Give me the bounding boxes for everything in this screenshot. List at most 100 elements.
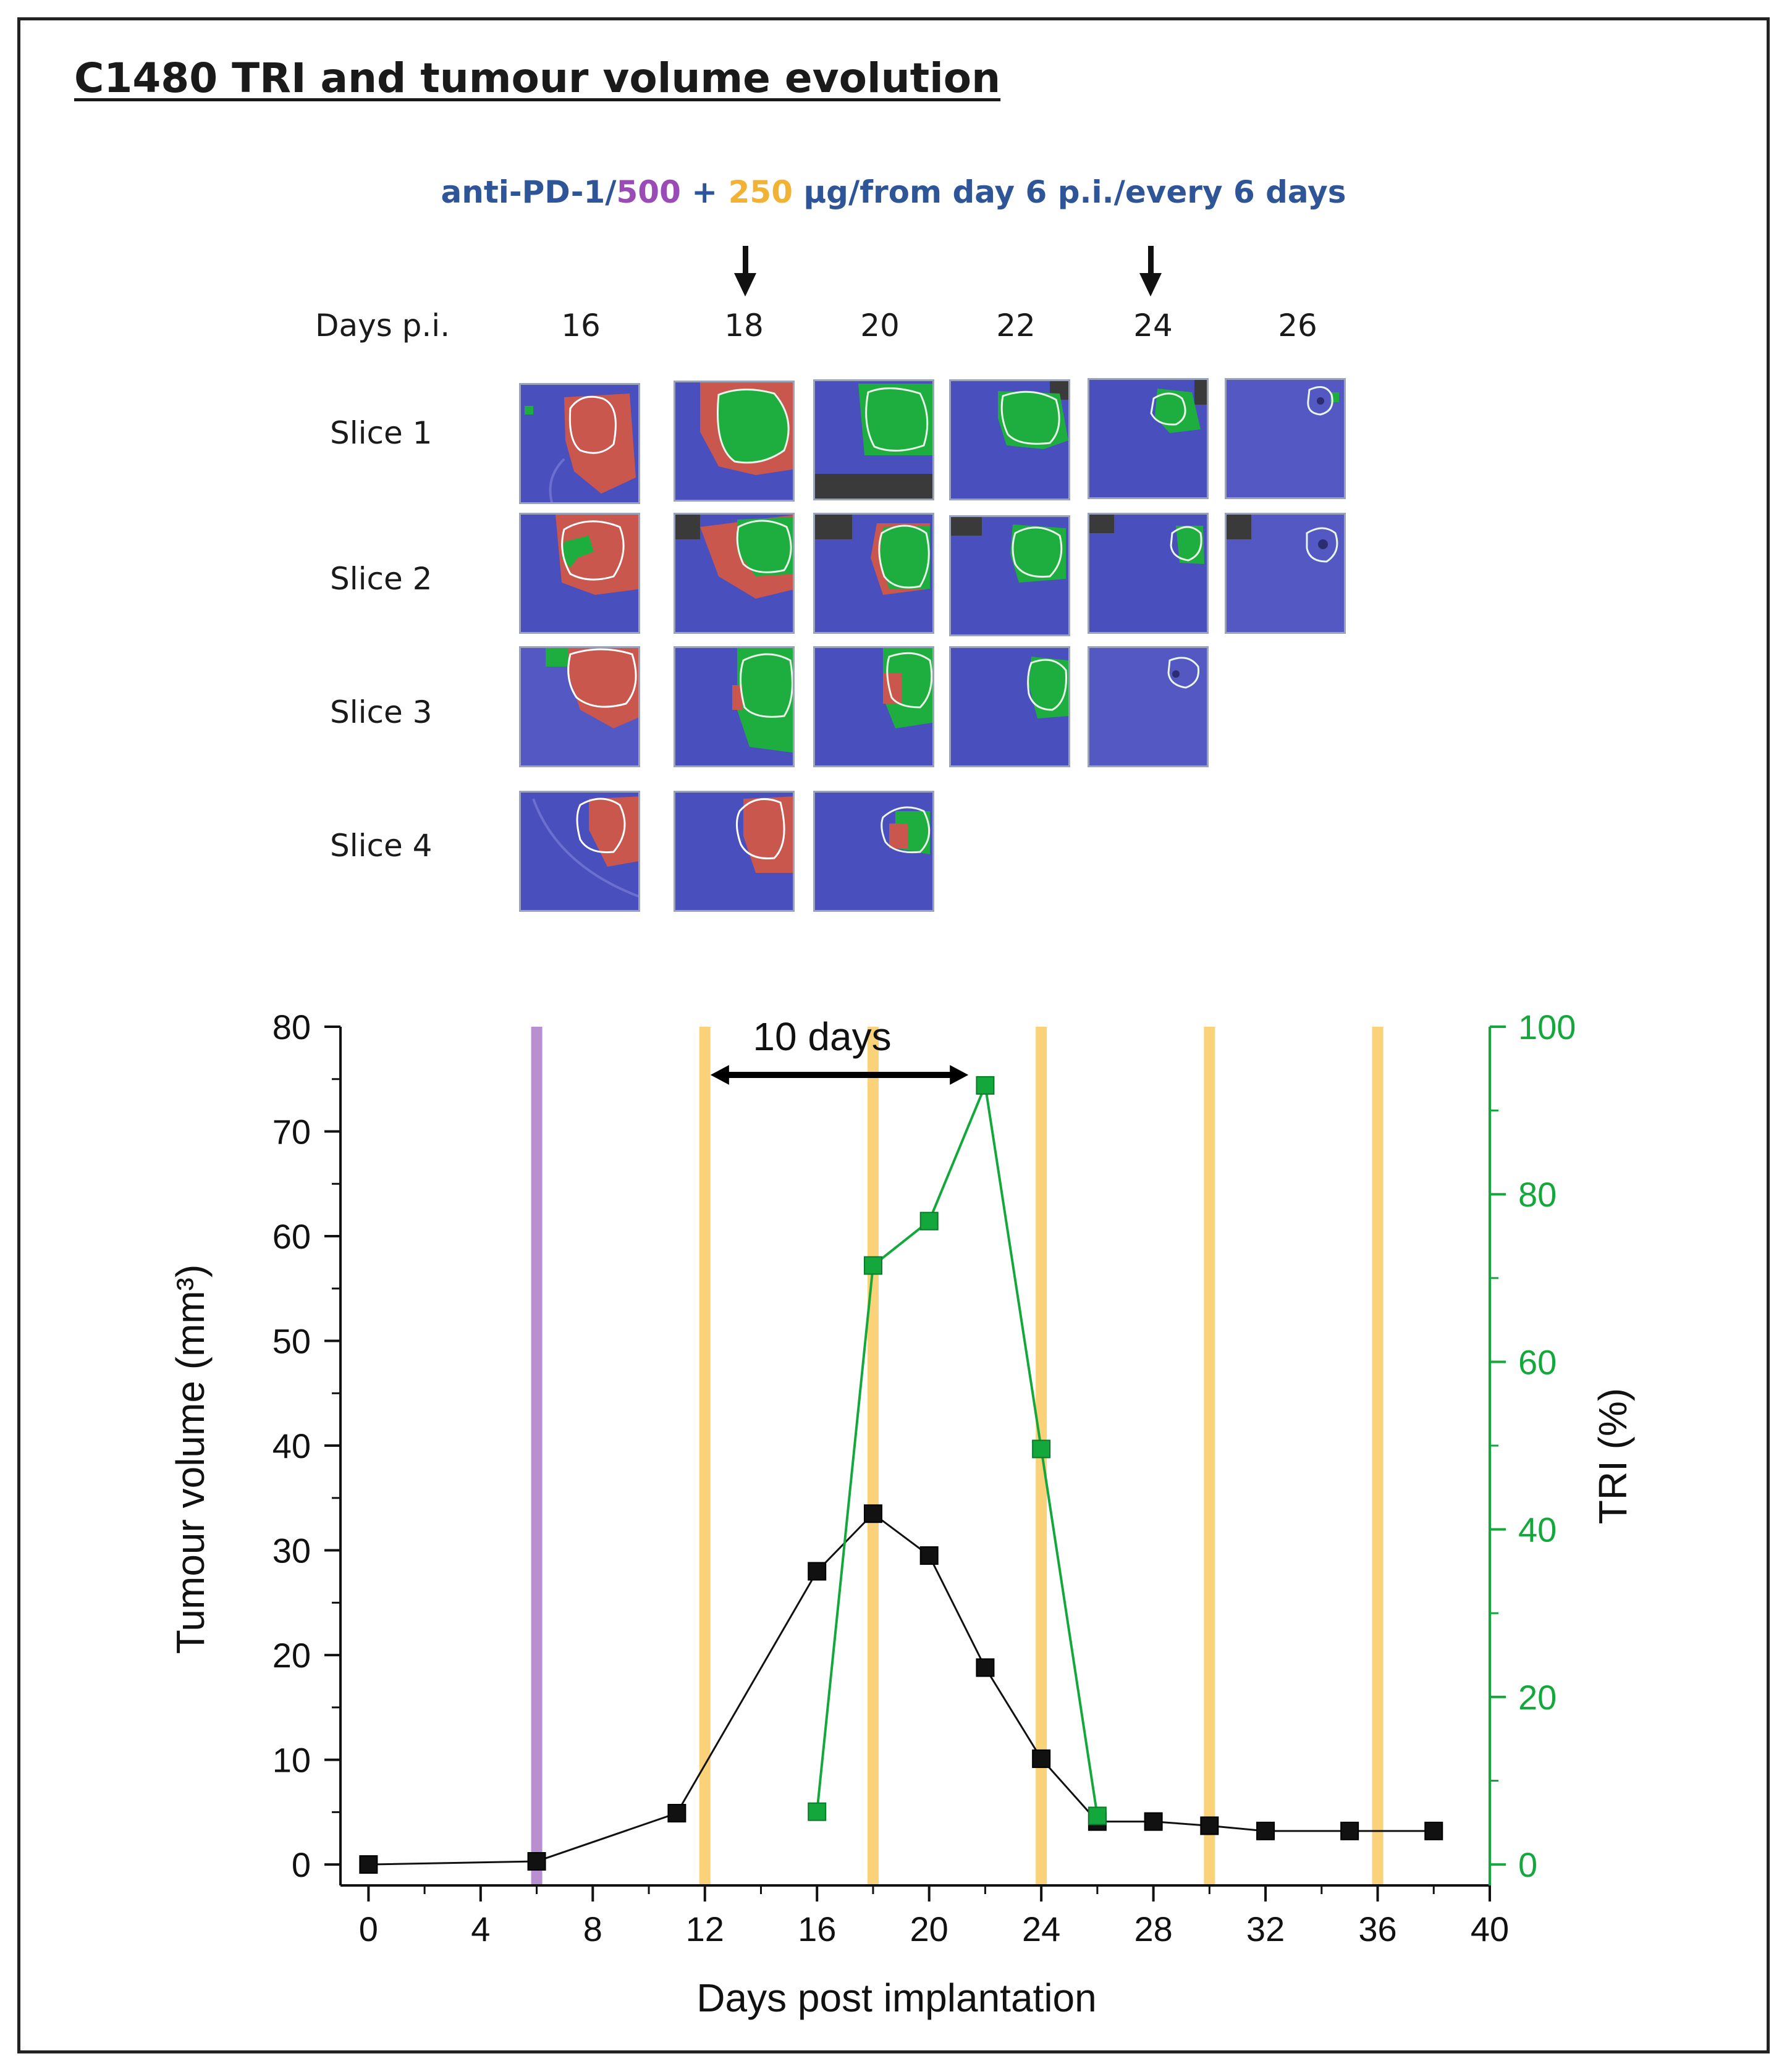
y2-tick-label-20: 20 (1518, 1678, 1557, 1717)
treatment-regimen: anti-PD-1/500 + 250 μg/from day 6 p.i./e… (0, 174, 1787, 210)
treatment-line-day-12 (699, 1027, 711, 1885)
x-tick-label-20: 20 (910, 1910, 948, 1948)
mri-slice3-day16 (519, 646, 640, 767)
tri-point-day-24 (1032, 1439, 1051, 1459)
volume-point-day-6 (527, 1852, 546, 1871)
regimen-schedule: μg/from day 6 p.i./every 6 days (792, 174, 1346, 210)
x-tick-label-32: 32 (1246, 1910, 1285, 1948)
y2-tick-label-60: 60 (1518, 1342, 1557, 1381)
chart-axes: 0 4 8 12 16 20 24 28 32 36 40010203040506070800204… (272, 1008, 1576, 1948)
volume-point-day-20 (919, 1546, 939, 1565)
volume-point-day-18 (863, 1504, 882, 1523)
mri-slice3-day24 (1088, 646, 1209, 767)
slice-label-2: Slice 2 (330, 561, 433, 597)
volume-point-day-38 (1424, 1821, 1443, 1840)
mri-slice3-day22 (949, 646, 1070, 767)
regimen-repeat-dose: 250 (728, 174, 793, 210)
mri-slice1-day18 (674, 381, 795, 502)
chart-series (359, 1065, 1443, 1874)
y-tick-label-70: 70 (272, 1113, 311, 1152)
volume-point-day-32 (1256, 1821, 1275, 1840)
volume-point-day-35 (1340, 1821, 1359, 1840)
slice-label-3: Slice 3 (330, 694, 433, 730)
mri-slice3-day18 (674, 646, 795, 767)
y-tick-label-10: 10 (272, 1741, 311, 1780)
y-tick-label-50: 50 (272, 1322, 311, 1361)
x-tick-label-40: 40 (1471, 1910, 1509, 1948)
mri-slice1-day24 (1088, 378, 1209, 499)
mri-slice2-day24 (1088, 513, 1209, 634)
day-label-24: 24 (1133, 308, 1173, 343)
slice-label-4: Slice 4 (330, 828, 433, 864)
treatment-line-day-18 (867, 1027, 879, 1885)
y-tick-label-30: 30 (272, 1531, 311, 1570)
x-axis-label: Days post implantation (696, 1976, 1096, 2020)
volume-point-day-30 (1200, 1816, 1219, 1835)
volume-point-day-11 (667, 1804, 686, 1823)
chart-text: Days post implantation Tumour volume (mm… (168, 1014, 1635, 2020)
mri-slice1-day26 (1225, 378, 1346, 499)
mri-slice4-day16 (519, 791, 640, 912)
y2-tick-label-40: 40 (1518, 1510, 1557, 1549)
mri-slice3-day20 (813, 646, 934, 767)
treatment-line-day-6 (531, 1027, 543, 1885)
mri-slice2-day18 (674, 513, 795, 634)
x-tick-label-24: 24 (1022, 1910, 1060, 1948)
mri-slice4-day18 (674, 791, 795, 912)
figure-border (17, 17, 1770, 2053)
y-tick-label-0: 0 (292, 1845, 311, 1884)
day-label-20: 20 (860, 308, 900, 343)
y-tick-label-20: 20 (272, 1636, 311, 1675)
y-axis-label: Tumour volume (mm³) (168, 1265, 213, 1654)
figure-title: C1480 TRI and tumour volume evolution (74, 54, 1001, 102)
mri-slice1-day20 (813, 379, 934, 500)
mri-slice2-day20 (813, 513, 934, 634)
y2-tick-label-80: 80 (1518, 1175, 1557, 1214)
mri-slice4-day20 (813, 791, 934, 912)
y-tick-label-40: 40 (272, 1426, 311, 1465)
day-label-16: 16 (561, 308, 601, 343)
volume-series-line (368, 1512, 1434, 1866)
interval-arrow-right-head (950, 1065, 969, 1085)
y2-axis-label: TRI (%) (1591, 1388, 1635, 1524)
day-label-26: 26 (1278, 308, 1317, 343)
treatment-line-day-30 (1204, 1027, 1215, 1885)
volume-point-day-22 (976, 1658, 995, 1677)
tri-point-day-16 (808, 1802, 827, 1821)
days-axis-label: Days p.i. (315, 308, 450, 343)
tri-point-day-26 (1088, 1806, 1107, 1826)
treatment-lines (531, 1027, 1384, 1885)
y-tick-label-80: 80 (272, 1008, 311, 1047)
tri-point-day-18 (863, 1256, 882, 1275)
mri-slice1-day22 (949, 379, 1070, 500)
volume-point-day-24 (1032, 1749, 1051, 1768)
volume-point-day-0 (359, 1855, 378, 1874)
interval-arrow-left-head (710, 1065, 729, 1085)
x-tick-label-12: 12 (686, 1910, 724, 1948)
x-tick-label-28: 28 (1134, 1910, 1172, 1948)
volume-point-day-28 (1144, 1812, 1163, 1831)
volume-point-day-16 (808, 1562, 827, 1581)
mri-slice2-day16 (519, 513, 640, 634)
day-label-18: 18 (724, 308, 764, 343)
day-label-22: 22 (996, 308, 1036, 343)
regimen-first-dose: 500 (616, 174, 681, 210)
x-tick-label-16: 16 (798, 1910, 836, 1948)
x-tick-label-4: 4 (471, 1910, 490, 1948)
treatment-arrow-day-24 (1139, 246, 1162, 297)
x-tick-label-36: 36 (1358, 1910, 1396, 1948)
treatment-line-day-36 (1372, 1027, 1384, 1885)
tri-point-day-20 (919, 1211, 939, 1231)
treatment-arrow-day-18 (734, 246, 756, 297)
slice-label-1: Slice 1 (330, 415, 433, 451)
mri-slice1-day16 (519, 383, 640, 504)
tri-point-day-22 (976, 1076, 995, 1095)
y2-tick-label-100: 100 (1518, 1008, 1576, 1047)
tri-series-line (816, 1080, 1099, 1816)
mri-slice2-day22 (949, 515, 1070, 636)
interval-annotation: 10 days (753, 1014, 891, 1059)
mri-slice2-day26 (1225, 513, 1346, 634)
y-tick-label-60: 60 (272, 1217, 311, 1256)
regimen-plus: + (680, 174, 729, 210)
